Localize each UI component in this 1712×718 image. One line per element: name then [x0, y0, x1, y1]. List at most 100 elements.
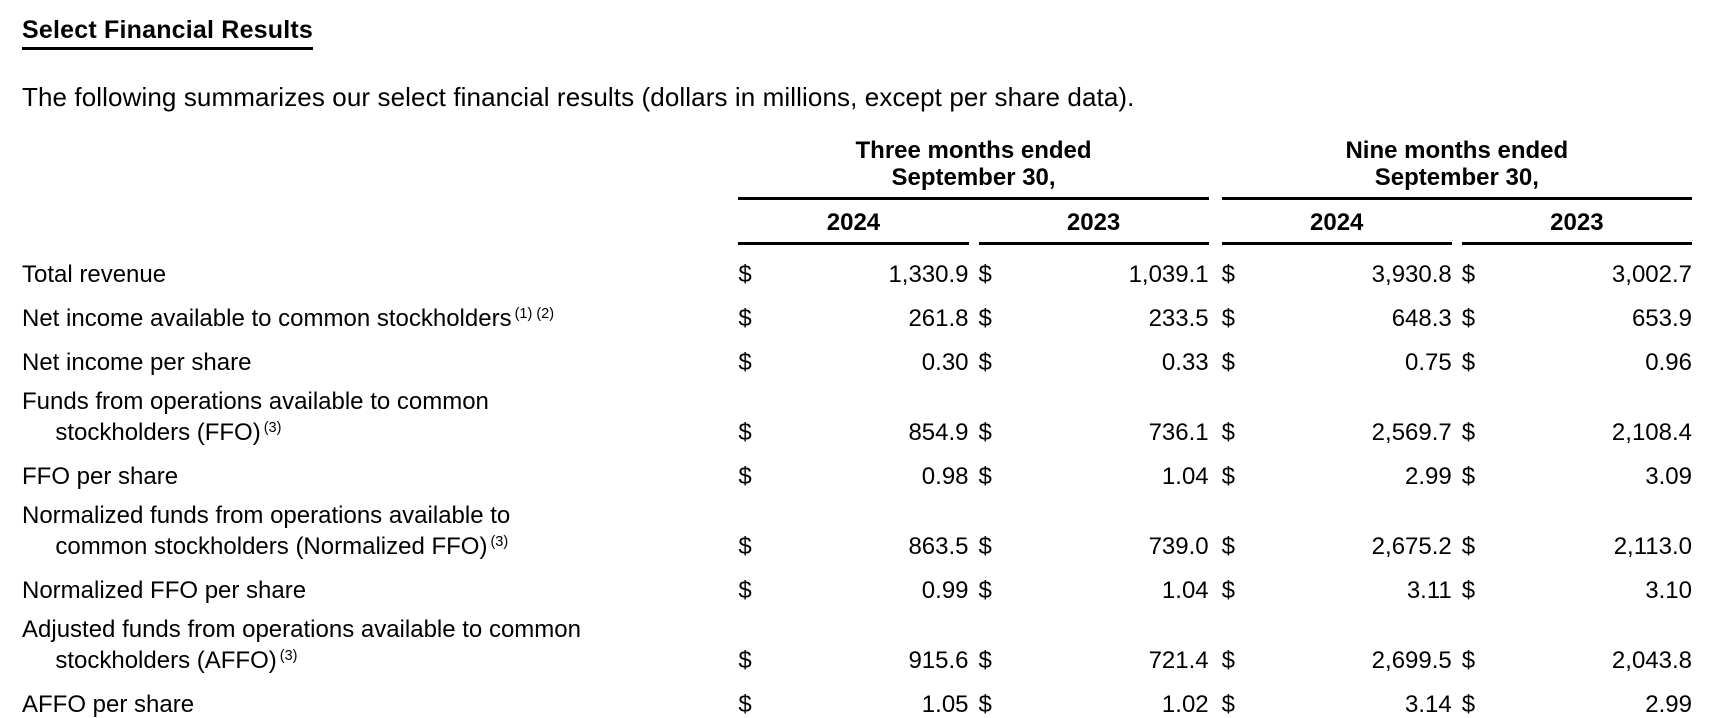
value-cell: 648.3	[1391, 304, 1452, 332]
spacer-cell	[22, 199, 738, 244]
table-row: AFFO per share $ 1.05 $ 1.02 $ 3.14 $ 2.…	[22, 674, 1692, 718]
spacer-cell	[1452, 288, 1462, 332]
value-cell: 1.05	[921, 690, 969, 718]
value-cell: 3.09	[1645, 462, 1692, 490]
row-label-text: FFO per share	[22, 462, 179, 490]
currency-symbol: $	[1461, 304, 1476, 332]
table-row: Adjusted funds from operations available…	[22, 604, 1692, 674]
value-cell: 3,002.7	[1611, 260, 1692, 288]
currency-symbol: $	[1461, 348, 1476, 376]
row-label-text: AFFO per share	[22, 690, 195, 718]
currency-symbol: $	[738, 348, 752, 376]
currency-symbol: $	[978, 304, 992, 332]
period-header-row: Three months ended September 30, Nine mo…	[22, 137, 1692, 200]
currency-symbol: $	[1221, 646, 1235, 674]
spacer-cell	[1209, 490, 1222, 560]
row-label-text: Adjusted funds from operations available…	[22, 615, 581, 674]
year-header: 2024	[738, 198, 969, 245]
value-cell: 2,043.8	[1611, 646, 1692, 674]
value-cell: 739.0	[1148, 532, 1209, 560]
currency-symbol: $	[978, 646, 992, 674]
currency-symbol: $	[978, 532, 992, 560]
spacer-cell	[1452, 560, 1462, 604]
currency-symbol: $	[738, 576, 752, 604]
currency-symbol: $	[1221, 348, 1235, 376]
table-row: Net income available to common stockhold…	[22, 288, 1692, 332]
value-cell: 863.5	[908, 532, 969, 560]
currency-symbol: $	[738, 462, 752, 490]
spacer-cell	[969, 199, 979, 244]
spacer-cell	[1209, 137, 1222, 199]
currency-symbol: $	[738, 532, 752, 560]
currency-symbol: $	[1461, 532, 1476, 560]
spacer-cell	[1209, 199, 1222, 244]
table-row: Net income per share $ 0.30 $ 0.33 $ 0.7…	[22, 332, 1692, 376]
currency-symbol: $	[978, 348, 992, 376]
value-cell: 261.8	[908, 304, 969, 332]
value-cell: 3.14	[1405, 690, 1452, 718]
period-header-three-months: Three months ended September 30,	[738, 137, 1209, 200]
currency-symbol: $	[1221, 532, 1235, 560]
footnote-reference: (1) (2)	[514, 305, 555, 322]
currency-symbol: $	[978, 260, 992, 288]
currency-symbol: $	[978, 690, 992, 718]
spacer-cell	[969, 288, 979, 332]
value-cell: 0.98	[921, 462, 969, 490]
spacer-cell	[969, 332, 979, 376]
value-cell: 1,330.9	[888, 260, 969, 288]
row-label: Net income per share	[22, 332, 738, 376]
table-row: Normalized FFO per share $ 0.99 $ 1.04 $…	[22, 560, 1692, 604]
value-cell: 2.99	[1405, 462, 1452, 490]
currency-symbol: $	[1461, 418, 1476, 446]
footnote-reference: (3)	[490, 533, 509, 550]
currency-symbol: $	[1461, 690, 1476, 718]
spacer-cell	[1209, 674, 1222, 718]
currency-symbol: $	[1221, 260, 1235, 288]
footnote-reference: (3)	[263, 419, 282, 436]
row-label: Adjusted funds from operations available…	[22, 604, 738, 674]
value-cell: 0.33	[1161, 348, 1209, 376]
table-row: Normalized funds from operations availab…	[22, 490, 1692, 560]
spacer-cell	[1452, 446, 1462, 490]
currency-symbol: $	[1221, 690, 1235, 718]
value-cell: 653.9	[1631, 304, 1692, 332]
value-cell: 3.11	[1406, 576, 1452, 604]
value-cell: 2,569.7	[1371, 418, 1452, 446]
value-cell: 1.02	[1161, 690, 1209, 718]
currency-symbol: $	[1461, 576, 1476, 604]
row-label-text: Normalized FFO per share	[22, 576, 307, 604]
value-cell: 3,930.8	[1371, 260, 1452, 288]
spacer-cell	[1209, 604, 1222, 674]
year-header: 2024	[1221, 198, 1452, 245]
value-cell: 854.9	[908, 418, 969, 446]
row-label: AFFO per share	[22, 674, 738, 718]
row-label-text: Normalized funds from operations availab…	[22, 501, 511, 560]
spacer-cell	[1209, 244, 1222, 288]
row-label: Net income available to common stockhold…	[22, 288, 738, 332]
spacer-cell	[969, 560, 979, 604]
spacer-cell	[1452, 674, 1462, 718]
currency-symbol: $	[1461, 462, 1476, 490]
currency-symbol: $	[738, 690, 752, 718]
row-label: FFO per share	[22, 446, 738, 490]
value-cell: 2,108.4	[1611, 418, 1692, 446]
spacer-cell	[969, 604, 979, 674]
currency-symbol: $	[978, 418, 992, 446]
row-label-text: Net income available to common stockhold…	[22, 304, 512, 332]
currency-symbol: $	[1221, 304, 1235, 332]
spacer-cell	[969, 446, 979, 490]
spacer-cell	[1452, 332, 1462, 376]
value-cell: 1.04	[1161, 576, 1209, 604]
currency-symbol: $	[978, 576, 992, 604]
year-header: 2023	[1461, 198, 1692, 245]
currency-symbol: $	[1461, 260, 1476, 288]
spacer-cell	[969, 674, 979, 718]
value-cell: 0.99	[921, 576, 969, 604]
value-cell: 2,699.5	[1371, 646, 1452, 674]
value-cell: 2,113.0	[1613, 532, 1692, 560]
value-cell: 0.75	[1405, 348, 1452, 376]
value-cell: 1.04	[1161, 462, 1209, 490]
spacer-cell	[22, 137, 738, 199]
financial-results-table: Three months ended September 30, Nine mo…	[22, 137, 1692, 718]
spacer-cell	[1209, 288, 1222, 332]
